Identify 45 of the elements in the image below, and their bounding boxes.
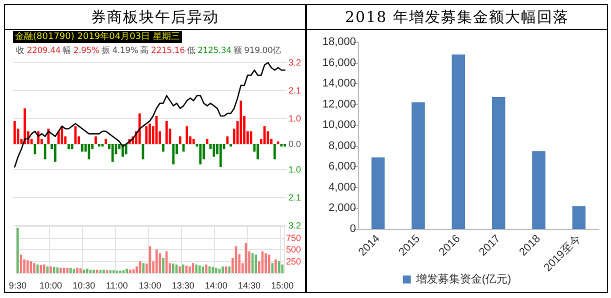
y-tick-label: 12,000 — [322, 98, 356, 110]
y-tick-label: 14,000 — [322, 78, 356, 90]
y-tick-label: 3.2 — [288, 58, 302, 68]
y-tick-label: 1.0 — [288, 114, 302, 124]
x-tick-label: 11:00 — [106, 280, 128, 290]
text: 低 — [186, 46, 196, 56]
text: 高 — [140, 46, 150, 56]
y-tick-label: 0 — [350, 223, 356, 235]
x-tick-label: 14:00 — [204, 280, 228, 290]
text: 幅 — [62, 46, 72, 56]
text: 额 — [233, 46, 242, 56]
text: 2209.44 — [26, 46, 61, 56]
x-tick-label: 13:00 — [138, 280, 162, 290]
x-tick-label: 9:30 — [8, 280, 26, 290]
y-tick-label: 1.0 — [288, 164, 302, 174]
y-tick-label: 2.1 — [288, 86, 302, 96]
text: 金融(801790) 2019年04月03日 星期三 — [13, 31, 182, 43]
y-tick-label: 8,000 — [328, 140, 356, 152]
legend-label: 增发募集资金(亿元) — [414, 272, 512, 286]
text: 振 — [101, 46, 110, 56]
chart-title: 券商板块午后异动 — [5, 5, 305, 30]
text: 2125.34 — [198, 46, 232, 56]
y-tick-label: 4,000 — [328, 181, 356, 194]
y-tick-label: 2,000 — [328, 202, 356, 214]
x-tick-label: 10:00 — [40, 280, 62, 290]
y-tick-label: 3.2 — [288, 220, 302, 230]
text: 收 — [16, 46, 25, 56]
y-tick-label: 0.0 — [288, 139, 302, 149]
y-tick-label: 6,000 — [328, 160, 356, 173]
text: 919.00亿 — [244, 46, 282, 56]
text: 2.95% — [73, 46, 100, 56]
y-tick-label: 16,000 — [322, 56, 356, 69]
chart-title: 2018 年增发募集金额大幅回落 — [307, 5, 607, 30]
y-tick-label: 18,000 — [322, 36, 356, 48]
y-tick-label: 500 — [286, 244, 302, 254]
text: 4.19% — [112, 46, 138, 56]
y-tick-label: 10,000 — [322, 119, 356, 132]
text: 2215.16 — [151, 46, 185, 56]
y-tick-label: 250 — [286, 256, 302, 266]
y-tick-label: 2.1 — [288, 192, 302, 202]
y-tick-label: 750 — [286, 232, 302, 243]
x-tick-label: 13:30 — [172, 280, 194, 290]
x-tick-label: 10:30 — [72, 280, 96, 290]
x-tick-label: 14:30 — [238, 280, 261, 290]
x-tick-label: 15:00 — [271, 280, 294, 290]
